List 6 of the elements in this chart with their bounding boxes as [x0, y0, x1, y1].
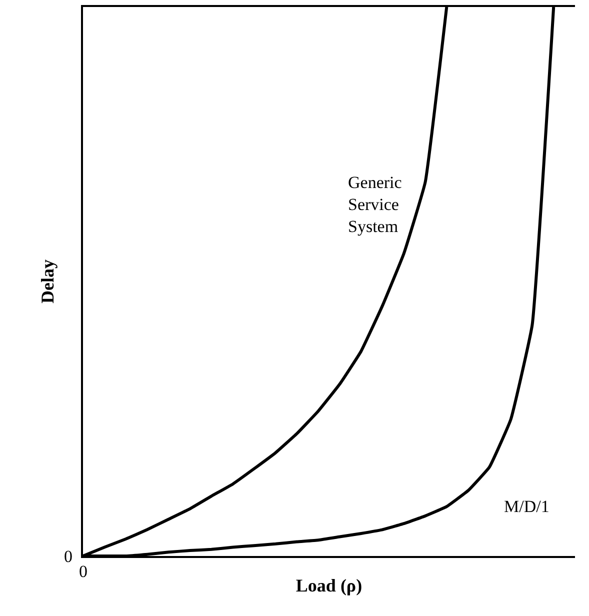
text: 0 [79, 562, 88, 581]
series-label: Generic Service System [348, 173, 402, 236]
text: 0 [64, 547, 72, 566]
series-label: M/D/1 [504, 497, 550, 516]
x-axis-title: Load (ρ) [296, 576, 362, 596]
y-axis-title: Delay [38, 260, 58, 304]
